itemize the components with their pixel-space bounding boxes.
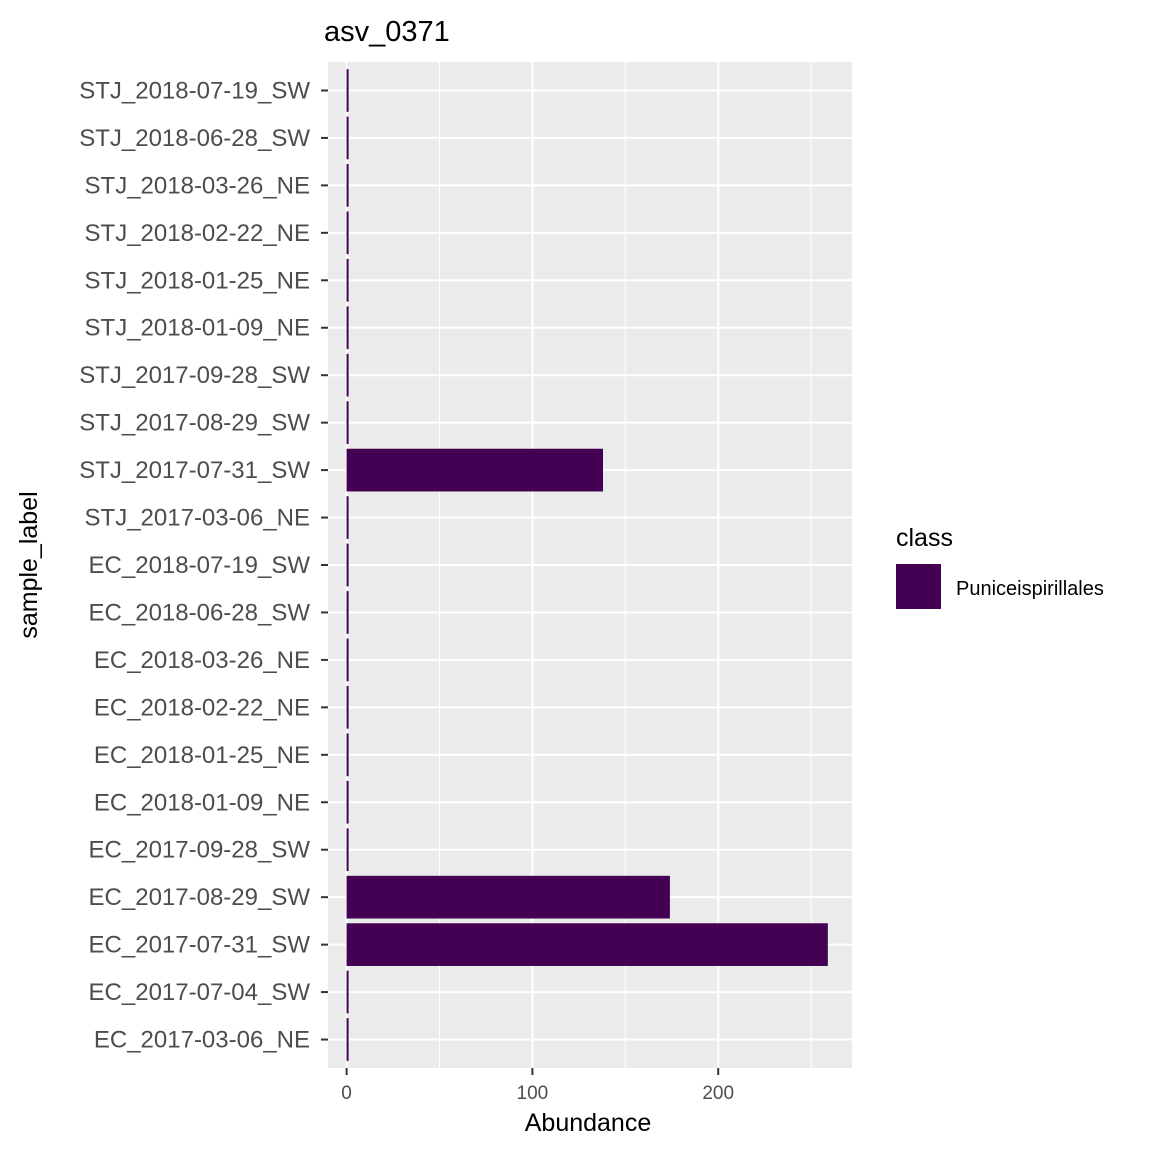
x-axis-title: Abundance <box>525 1109 652 1137</box>
bar-ec-2018-03-26-ne <box>346 638 349 682</box>
bar-stj-2018-01-25-ne <box>346 258 349 302</box>
y-tick-label: STJ_2018-06-28_SW <box>79 125 310 152</box>
y-tick-label: EC_2017-03-06_NE <box>94 1027 310 1054</box>
y-tick-label: EC_2017-08-29_SW <box>89 884 311 911</box>
y-tick-label: EC_2018-01-09_NE <box>94 789 310 816</box>
x-tick-label: 200 <box>702 1083 734 1104</box>
y-tick-label: STJ_2017-08-29_SW <box>79 410 310 437</box>
y-tick-label: EC_2018-07-19_SW <box>89 552 311 579</box>
y-tick-label: EC_2018-02-22_NE <box>94 694 310 721</box>
y-tick-label: EC_2017-07-31_SW <box>89 932 311 959</box>
y-axis-title: sample_label <box>15 491 43 638</box>
bar-ec-2017-07-04-sw <box>346 970 349 1014</box>
bar-ec-2018-02-22-ne <box>346 686 349 729</box>
bar-stj-2018-06-28-sw <box>346 116 349 160</box>
x-tick-label: 100 <box>517 1083 549 1104</box>
y-tick-label: STJ_2018-07-19_SW <box>79 77 310 104</box>
y-tick-label: EC_2018-03-26_NE <box>94 647 310 674</box>
bar-stj-2018-03-26-ne <box>346 164 349 207</box>
bar-ec-2017-08-29-sw <box>346 875 670 919</box>
bar-ec-2017-07-31-sw <box>346 923 828 966</box>
y-tick-label: EC_2017-07-04_SW <box>89 979 311 1006</box>
bar-ec-2018-01-09-ne <box>346 780 349 824</box>
legend-title: class <box>896 524 953 552</box>
bar-ec-2017-03-06-ne <box>346 1018 349 1061</box>
bar-stj-2018-07-19-sw <box>346 69 349 112</box>
y-tick-label: STJ_2018-01-09_NE <box>85 315 310 342</box>
x-tick-label: 0 <box>341 1083 352 1104</box>
bars <box>346 69 828 1061</box>
y-axis: STJ_2018-07-19_SW STJ_2018-06-28_SW STJ_20… <box>79 77 328 1054</box>
y-tick-label: STJ_2018-02-22_NE <box>85 220 310 247</box>
y-tick-label: EC_2018-06-28_SW <box>89 599 311 626</box>
chart-title: asv_0371 <box>324 16 450 48</box>
y-tick-label: EC_2017-09-28_SW <box>89 837 311 864</box>
bar-ec-2017-09-28-sw <box>346 828 349 872</box>
y-tick-label: STJ_2018-01-25_NE <box>85 267 310 294</box>
bar-ec-2018-01-25-ne <box>346 733 349 777</box>
bar-ec-2018-06-28-sw <box>346 591 349 634</box>
bar-stj-2017-07-31-sw <box>346 448 604 492</box>
bar-ec-2018-07-19-sw <box>346 543 349 587</box>
y-tick-label: STJ_2017-03-06_NE <box>85 505 310 532</box>
bar-stj-2018-02-22-ne <box>346 211 349 255</box>
y-tick-label: STJ_2017-09-28_SW <box>79 362 310 389</box>
bar-stj-2017-08-29-sw <box>346 401 349 444</box>
legend: class Puniceispirillales <box>896 524 1104 609</box>
y-tick-label: STJ_2018-03-26_NE <box>85 172 310 199</box>
y-tick-label: EC_2018-01-25_NE <box>94 742 310 769</box>
bar-stj-2017-03-06-ne <box>346 496 349 539</box>
bar-stj-2017-09-28-sw <box>346 353 349 397</box>
legend-key-puniceispirillales <box>896 564 941 609</box>
x-axis: 0 100 200 <box>341 1068 734 1104</box>
legend-label-puniceispirillales: Puniceispirillales <box>956 578 1104 600</box>
y-tick-label: STJ_2017-07-31_SW <box>79 457 310 484</box>
bar-stj-2018-01-09-ne <box>346 306 349 350</box>
